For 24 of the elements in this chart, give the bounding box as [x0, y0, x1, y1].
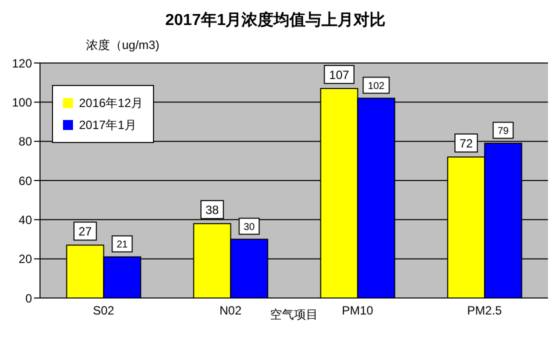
y-tick-label: 80: [18, 134, 32, 149]
data-label: 30: [244, 222, 256, 233]
data-label: 72: [459, 136, 474, 150]
data-label: 79: [498, 126, 510, 137]
chart-title: 2017年1月浓度均值与上月对比: [164, 10, 387, 31]
data-label: 21: [116, 239, 128, 250]
legend-label: 2016年12月: [79, 95, 144, 112]
x-tick-label: S02: [92, 304, 114, 318]
data-label: 107: [329, 68, 350, 82]
x-axis-title: 空气项目: [270, 308, 318, 322]
y-tick-label: 100: [12, 95, 32, 110]
data-label: 27: [78, 224, 92, 238]
x-tick-label: N02: [219, 304, 242, 318]
x-tick-label: PM10: [342, 304, 374, 318]
legend-label: 2017年1月: [79, 117, 136, 134]
y-tick-label: 120: [12, 56, 32, 70]
x-tick-label: PM2.5: [467, 304, 502, 318]
data-label: 38: [205, 202, 220, 217]
data-label: 102: [368, 80, 385, 92]
y-tick-label: 40: [18, 212, 32, 227]
y-tick-label: 20: [18, 252, 32, 266]
y-tick-label: 0: [25, 291, 32, 306]
y-tick-label: 60: [18, 174, 32, 188]
y-axis-title: 浓度（ug/m3): [86, 37, 160, 54]
